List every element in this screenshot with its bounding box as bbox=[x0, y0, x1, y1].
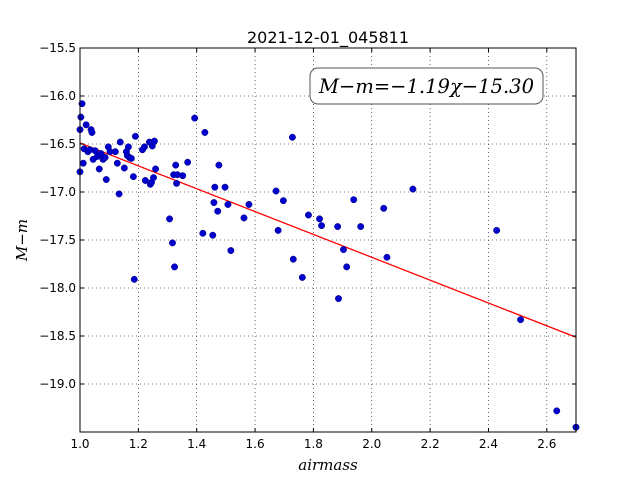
data-point bbox=[179, 172, 187, 180]
data-point bbox=[224, 201, 232, 208]
data-point bbox=[82, 121, 90, 129]
y-tick-label: −19.0 bbox=[39, 377, 76, 391]
data-point bbox=[335, 295, 342, 303]
data-point bbox=[553, 407, 561, 415]
data-point bbox=[343, 263, 351, 271]
data-point bbox=[245, 201, 253, 208]
points-layer bbox=[76, 100, 580, 431]
data-point bbox=[288, 133, 296, 141]
data-point bbox=[169, 239, 176, 247]
fit-annotation: M−m=−1.19χ−15.30 bbox=[309, 67, 544, 105]
fit-annotation-text: M−m=−1.19χ−15.30 bbox=[318, 74, 534, 98]
data-point bbox=[289, 255, 297, 263]
data-point bbox=[95, 165, 103, 173]
data-point bbox=[131, 132, 139, 140]
data-point bbox=[141, 143, 148, 151]
data-point bbox=[214, 207, 222, 215]
data-point bbox=[221, 183, 229, 191]
y-tick-label: −17.5 bbox=[39, 233, 76, 247]
data-point bbox=[124, 143, 132, 151]
data-point bbox=[357, 223, 365, 231]
x-tick-label: 2.0 bbox=[362, 437, 381, 451]
data-point bbox=[79, 159, 87, 167]
y-tick-label: −18.0 bbox=[39, 281, 76, 295]
data-point bbox=[215, 161, 223, 169]
data-point bbox=[209, 231, 217, 239]
y-tick-label: −16.0 bbox=[39, 89, 76, 103]
data-point bbox=[127, 154, 135, 162]
x-tick-label: 1.0 bbox=[70, 437, 89, 451]
data-point bbox=[111, 148, 119, 156]
ticks-layer bbox=[79, 47, 576, 432]
data-point bbox=[211, 183, 219, 191]
data-point bbox=[493, 226, 501, 234]
data-point bbox=[172, 161, 180, 169]
fit-annotation-box bbox=[309, 67, 544, 105]
data-point bbox=[77, 113, 85, 121]
data-point bbox=[350, 196, 358, 204]
data-point bbox=[141, 177, 149, 184]
data-point bbox=[166, 215, 174, 223]
chart-title: 2021-12-01_045811 bbox=[247, 28, 409, 48]
data-point bbox=[120, 164, 128, 172]
data-point bbox=[318, 222, 326, 230]
data-point bbox=[101, 153, 109, 161]
fit-line bbox=[79, 142, 577, 338]
data-point bbox=[129, 173, 137, 181]
x-tick-label: 2.2 bbox=[421, 437, 440, 451]
data-point bbox=[409, 185, 417, 193]
x-tick-label: 1.4 bbox=[187, 437, 206, 451]
data-point bbox=[340, 246, 347, 254]
data-point bbox=[173, 179, 181, 187]
data-point bbox=[184, 158, 192, 166]
data-point bbox=[116, 138, 124, 146]
x-tick-label: 1.8 bbox=[304, 437, 323, 451]
x-tick-labels: 1.0 1.2 1.4 1.6 1.8 2.0 2.2 2.4 2.6 bbox=[70, 437, 556, 451]
data-point bbox=[150, 174, 157, 182]
data-point bbox=[272, 187, 280, 195]
data-point bbox=[201, 129, 209, 136]
y-tick-labels: −15.5 −16.0 −16.5 −17.0 −17.5 −18.0 −18.5 −19.0 bbox=[39, 41, 76, 391]
data-point bbox=[88, 129, 96, 136]
x-axis-label: airmass bbox=[298, 456, 358, 474]
data-point bbox=[113, 159, 121, 167]
y-axis-label: M−m bbox=[13, 219, 31, 262]
data-point bbox=[517, 316, 525, 324]
x-tick-label: 2.4 bbox=[479, 437, 498, 451]
data-point bbox=[191, 114, 199, 122]
data-point bbox=[152, 165, 160, 173]
data-point bbox=[334, 223, 342, 231]
x-tick-label: 1.6 bbox=[246, 437, 265, 451]
x-tick-label: 1.2 bbox=[129, 437, 148, 451]
data-point bbox=[279, 197, 287, 205]
data-point bbox=[171, 263, 178, 271]
data-point bbox=[150, 137, 158, 145]
data-point bbox=[316, 215, 323, 223]
y-tick-label: −17.0 bbox=[39, 185, 76, 199]
x-tick-label: 2.6 bbox=[537, 437, 556, 451]
y-tick-label: −15.5 bbox=[39, 41, 76, 55]
data-point bbox=[305, 211, 312, 219]
y-tick-label: −18.5 bbox=[39, 329, 76, 343]
data-point bbox=[91, 147, 99, 155]
data-point bbox=[227, 247, 235, 255]
data-point bbox=[210, 199, 218, 207]
data-point bbox=[199, 229, 207, 237]
data-point bbox=[130, 275, 138, 283]
data-point bbox=[383, 253, 391, 261]
data-point bbox=[115, 190, 123, 198]
data-point bbox=[274, 226, 282, 234]
data-point bbox=[102, 176, 110, 183]
y-tick-label: −16.5 bbox=[39, 137, 76, 151]
fit-layer bbox=[79, 142, 577, 338]
data-point bbox=[240, 214, 248, 222]
data-point bbox=[298, 273, 306, 281]
data-point bbox=[380, 204, 388, 212]
